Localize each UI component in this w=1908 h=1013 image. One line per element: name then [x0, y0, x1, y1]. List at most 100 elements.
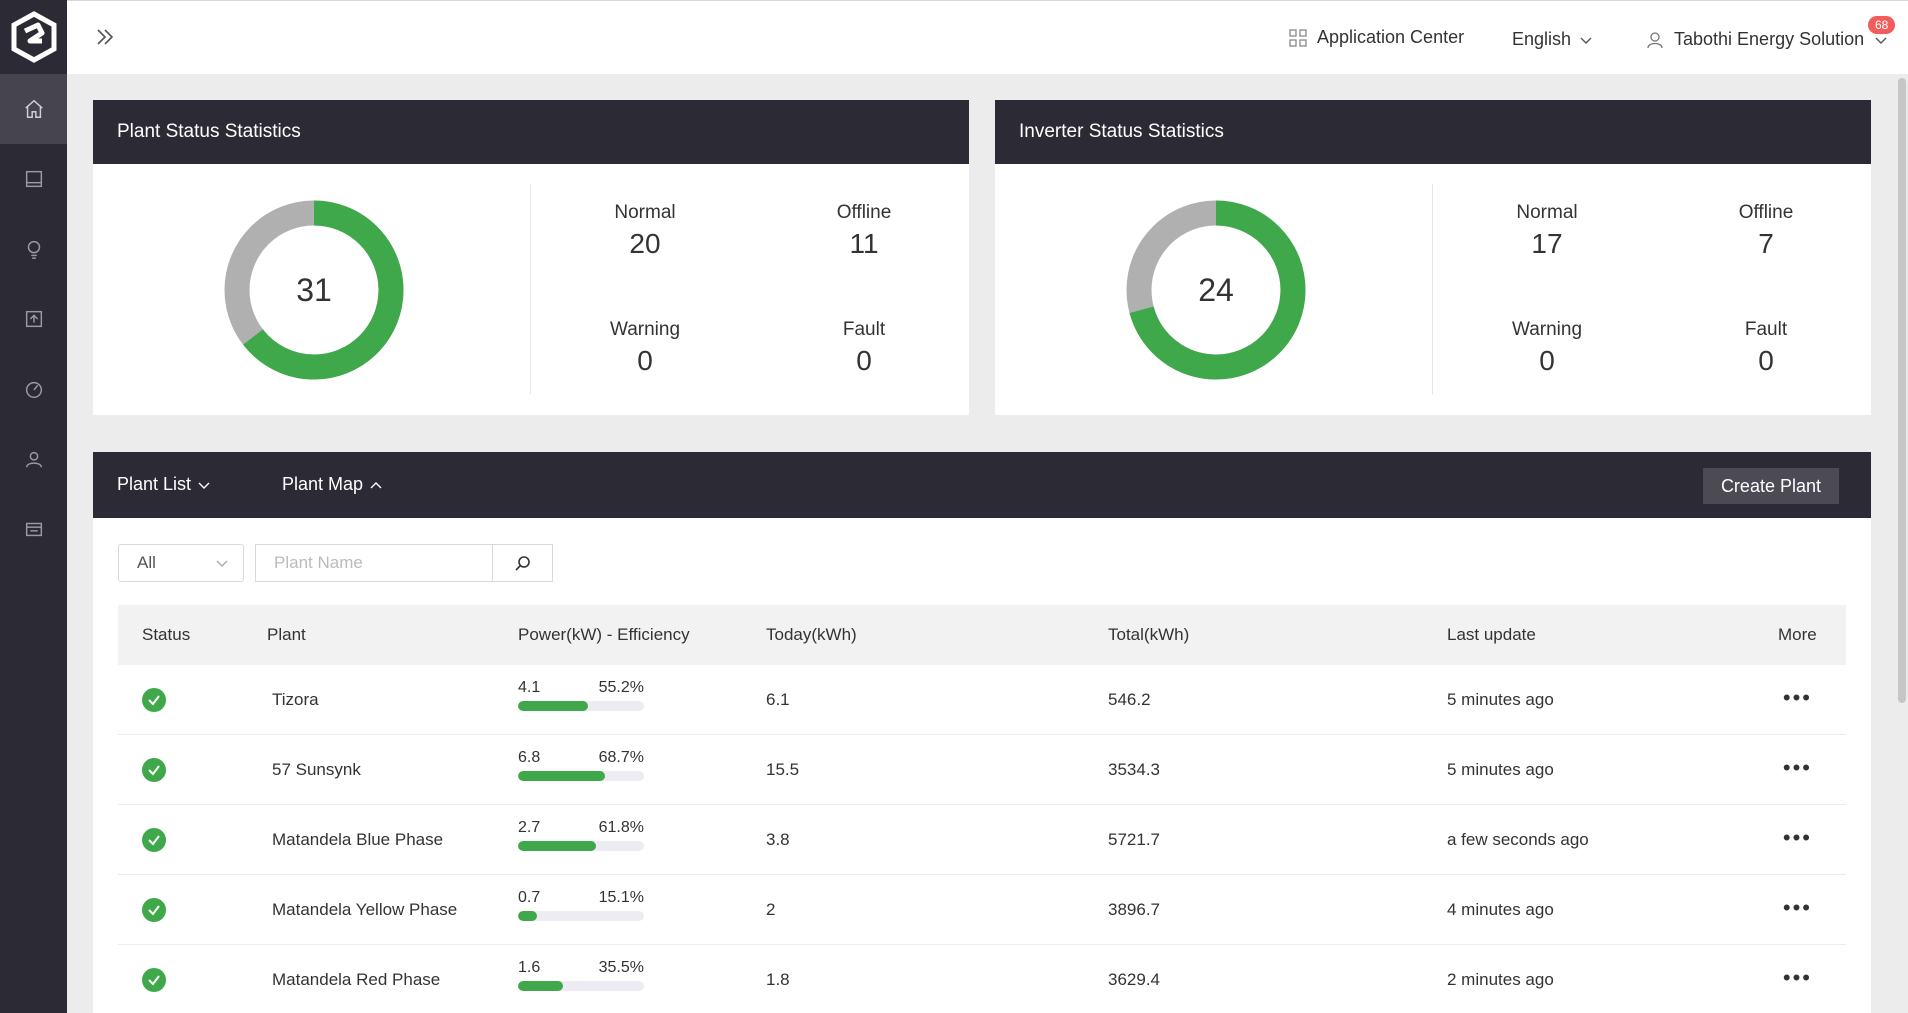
- efficiency-value: 15.1%: [598, 889, 644, 906]
- plant-name-link[interactable]: Matandela Yellow Phase: [272, 900, 458, 919]
- top-bar: Application Center English Tabothi Energ…: [67, 0, 1908, 74]
- sidebar-item-inventory[interactable]: [0, 494, 67, 564]
- stat-value: 0: [637, 345, 653, 376]
- plant-name-link[interactable]: Tizora: [272, 690, 319, 709]
- inverter-fault-stat: Fault 0: [1696, 319, 1836, 377]
- power-value: 1.6: [518, 959, 541, 976]
- power-value: 2.7: [518, 819, 541, 836]
- efficiency-bar-fill: [518, 981, 563, 991]
- language-selector[interactable]: English: [1512, 29, 1593, 50]
- plant-name-link[interactable]: Matandela Red Phase: [272, 970, 441, 989]
- table-header: Status Plant Power(kW) - Efficiency Toda…: [118, 605, 1846, 665]
- plant-status-title: Plant Status Statistics: [93, 100, 969, 164]
- efficiency-bar: [518, 771, 644, 781]
- plant-name-link[interactable]: 57 Sunsynk: [272, 760, 361, 779]
- plant-total: 31: [296, 271, 332, 308]
- sidebar-item-panels[interactable]: [0, 144, 67, 214]
- panel-icon: [25, 170, 42, 188]
- donut-chart: [1126, 200, 1306, 380]
- power-efficiency-cell: 0.7 15.1%: [518, 889, 644, 921]
- more-actions-button[interactable]: •••: [1782, 895, 1812, 920]
- stat-label: Warning: [609, 319, 681, 340]
- efficiency-bar: [518, 841, 644, 851]
- power-efficiency-cell: 2.7 61.8%: [518, 819, 644, 851]
- check-icon: [148, 765, 160, 776]
- plant-name-link[interactable]: Matandela Blue Phase: [272, 830, 444, 849]
- sidebar-item-insights[interactable]: [0, 214, 67, 284]
- efficiency-bar-fill: [518, 771, 605, 781]
- sidebar-item-upload[interactable]: [0, 284, 67, 354]
- chevron-down-icon: [198, 482, 210, 489]
- donut-normal-segment: [1126, 200, 1306, 380]
- efficiency-bar-fill: [518, 701, 588, 711]
- column-status: Status: [142, 625, 191, 644]
- table-row[interactable]: Matandela Blue Phase 2.7 61.8% 3.8 5721.…: [118, 805, 1846, 875]
- user-menu[interactable]: Tabothi Energy Solution: [1646, 29, 1888, 50]
- check-icon: [148, 695, 160, 706]
- lightbulb-icon: [27, 240, 40, 259]
- apps-grid-icon: [1289, 28, 1307, 47]
- plant-name-search-input[interactable]: [255, 544, 492, 582]
- inverter-warning-stat: Warning 0: [1477, 319, 1617, 377]
- status-filter-select[interactable]: All: [118, 544, 244, 582]
- more-actions-button[interactable]: •••: [1782, 825, 1812, 850]
- double-chevron-right-icon: [97, 29, 114, 45]
- today-value: 3.8: [766, 830, 790, 849]
- stat-value: 7: [1758, 228, 1774, 259]
- plant-warning-stat: Warning 0: [575, 319, 715, 377]
- stat-label: Offline: [836, 202, 892, 223]
- today-value: 2: [766, 900, 776, 919]
- page-scrollbar[interactable]: [1898, 78, 1906, 703]
- stat-value: 11: [849, 228, 879, 259]
- sidebar-item-users[interactable]: [0, 424, 67, 494]
- table-row[interactable]: 57 Sunsynk 6.8 68.7% 15.5 3534.3 5 minut…: [118, 735, 1846, 805]
- efficiency-bar-fill: [518, 841, 596, 851]
- stat-value: 17: [1531, 228, 1563, 259]
- sidebar-item-monitor[interactable]: [0, 354, 67, 424]
- efficiency-value: 68.7%: [598, 749, 644, 766]
- power-efficiency-cell: 4.1 55.2%: [518, 679, 644, 711]
- last-update-value: 5 minutes ago: [1447, 760, 1554, 779]
- expand-sidebar-button[interactable]: [93, 25, 117, 49]
- efficiency-value: 61.8%: [598, 819, 644, 836]
- stat-value: 20: [629, 228, 661, 259]
- create-plant-button[interactable]: Create Plant: [1702, 468, 1839, 504]
- app-logo[interactable]: [0, 0, 67, 73]
- status-normal-icon: [142, 828, 166, 852]
- status-normal-icon: [142, 688, 166, 712]
- language-label: English: [1512, 29, 1572, 49]
- total-value: 3629.4: [1108, 970, 1160, 989]
- search-button[interactable]: [492, 544, 553, 582]
- table-row[interactable]: Tizora 4.1 55.2% 6.1 546.2 5 minutes ago…: [118, 665, 1846, 735]
- plant-status-donut: 31: [224, 200, 404, 380]
- table-row[interactable]: Matandela Red Phase 1.6 35.5% 1.8 3629.4…: [118, 945, 1846, 1013]
- column-last-update: Last update: [1447, 625, 1536, 644]
- inverter-normal-stat: Normal 17: [1477, 202, 1617, 260]
- plant-normal-stat: Normal 20: [575, 202, 715, 260]
- chevron-down-icon: [216, 560, 228, 567]
- power-value: 4.1: [518, 679, 541, 696]
- table-row[interactable]: Matandela Yellow Phase 0.7 15.1% 2 3896.…: [118, 875, 1846, 945]
- stat-label: Warning: [1511, 319, 1583, 340]
- inverter-status-donut: 24: [1126, 200, 1306, 380]
- tab-plant-list[interactable]: Plant List: [117, 474, 211, 495]
- plant-table: Status Plant Power(kW) - Efficiency Toda…: [118, 605, 1846, 1013]
- stat-value: 0: [856, 345, 872, 376]
- sidebar-item-home[interactable]: [0, 74, 67, 144]
- application-center-link[interactable]: Application Center: [1289, 27, 1464, 48]
- column-power: Power(kW) - Efficiency: [518, 625, 690, 644]
- plant-fault-stat: Fault 0: [794, 319, 934, 377]
- more-actions-button[interactable]: •••: [1782, 965, 1812, 990]
- notification-badge[interactable]: 68: [1868, 16, 1896, 34]
- inverter-status-card: Inverter Status Statistics 24 Normal 17 …: [995, 100, 1871, 415]
- more-actions-button[interactable]: •••: [1782, 685, 1812, 710]
- last-update-value: 5 minutes ago: [1447, 690, 1554, 709]
- power-value: 0.7: [518, 889, 541, 906]
- plant-list-panel: Plant List Plant Map Create Plant All St…: [93, 452, 1871, 1013]
- status-normal-icon: [142, 758, 166, 782]
- check-icon: [148, 835, 160, 846]
- tab-plant-map[interactable]: Plant Map: [282, 474, 383, 495]
- users-icon: [25, 451, 42, 468]
- more-actions-button[interactable]: •••: [1782, 755, 1812, 780]
- chevron-down-icon: [1875, 37, 1887, 44]
